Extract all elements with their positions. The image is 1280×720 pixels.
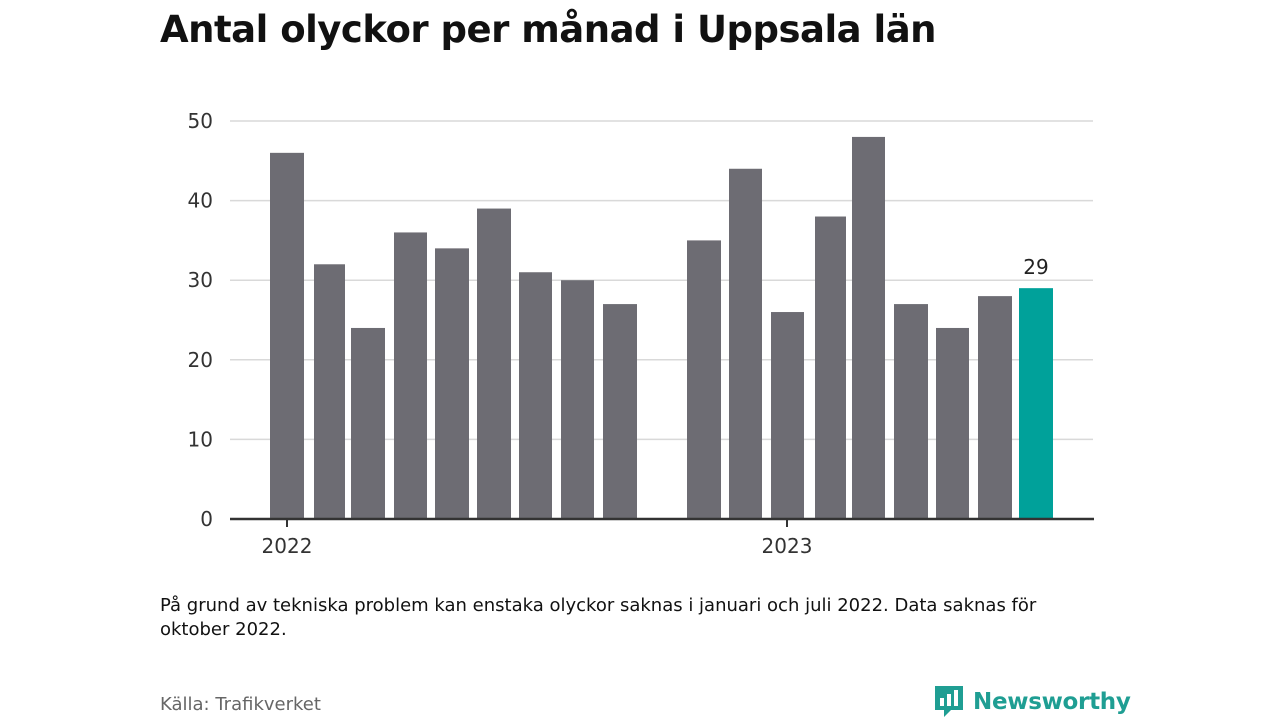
bar (603, 304, 637, 519)
bar (815, 216, 846, 519)
bar (771, 312, 804, 519)
brand-name: Newsworthy (973, 689, 1131, 715)
source-label: Källa: Trafikverket (160, 694, 321, 715)
y-tick-label: 30 (188, 268, 213, 292)
newsworthy-logo-icon (935, 686, 963, 717)
brand-logo: Newsworthy (933, 684, 1131, 720)
bar-chart: 0 10 20 30 40 50 29 2022 2023 (188, 109, 1094, 558)
bar (519, 272, 552, 519)
data-labels: 29 (1023, 255, 1048, 279)
bar (394, 232, 427, 519)
bar (270, 152, 304, 519)
x-axis: 2022 2023 (230, 517, 1094, 558)
x-tick-label: 2023 (762, 534, 813, 558)
x-tick-label: 2022 (262, 534, 313, 558)
data-label: 29 (1023, 255, 1048, 279)
bar (936, 327, 969, 519)
bar (852, 136, 885, 520)
bars (270, 136, 1053, 520)
bar (687, 240, 721, 519)
bar (894, 304, 928, 519)
bar (477, 208, 511, 519)
bar-highlight (1019, 288, 1053, 519)
bar (978, 296, 1012, 519)
y-axis-ticks: 0 10 20 30 40 50 (188, 109, 213, 531)
chart-title: Antal olyckor per månad i Uppsala län (160, 8, 937, 51)
footnote: På grund av tekniska problem kan enstaka… (160, 595, 1037, 640)
y-tick-label: 10 (188, 427, 213, 451)
bar (561, 280, 594, 519)
y-tick-label: 0 (200, 507, 213, 531)
bar (351, 327, 385, 519)
bar (314, 264, 345, 519)
y-tick-label: 40 (188, 189, 213, 213)
y-tick-label: 50 (188, 109, 213, 133)
bar (435, 248, 469, 520)
bar (729, 168, 762, 519)
y-tick-label: 20 (188, 348, 213, 372)
